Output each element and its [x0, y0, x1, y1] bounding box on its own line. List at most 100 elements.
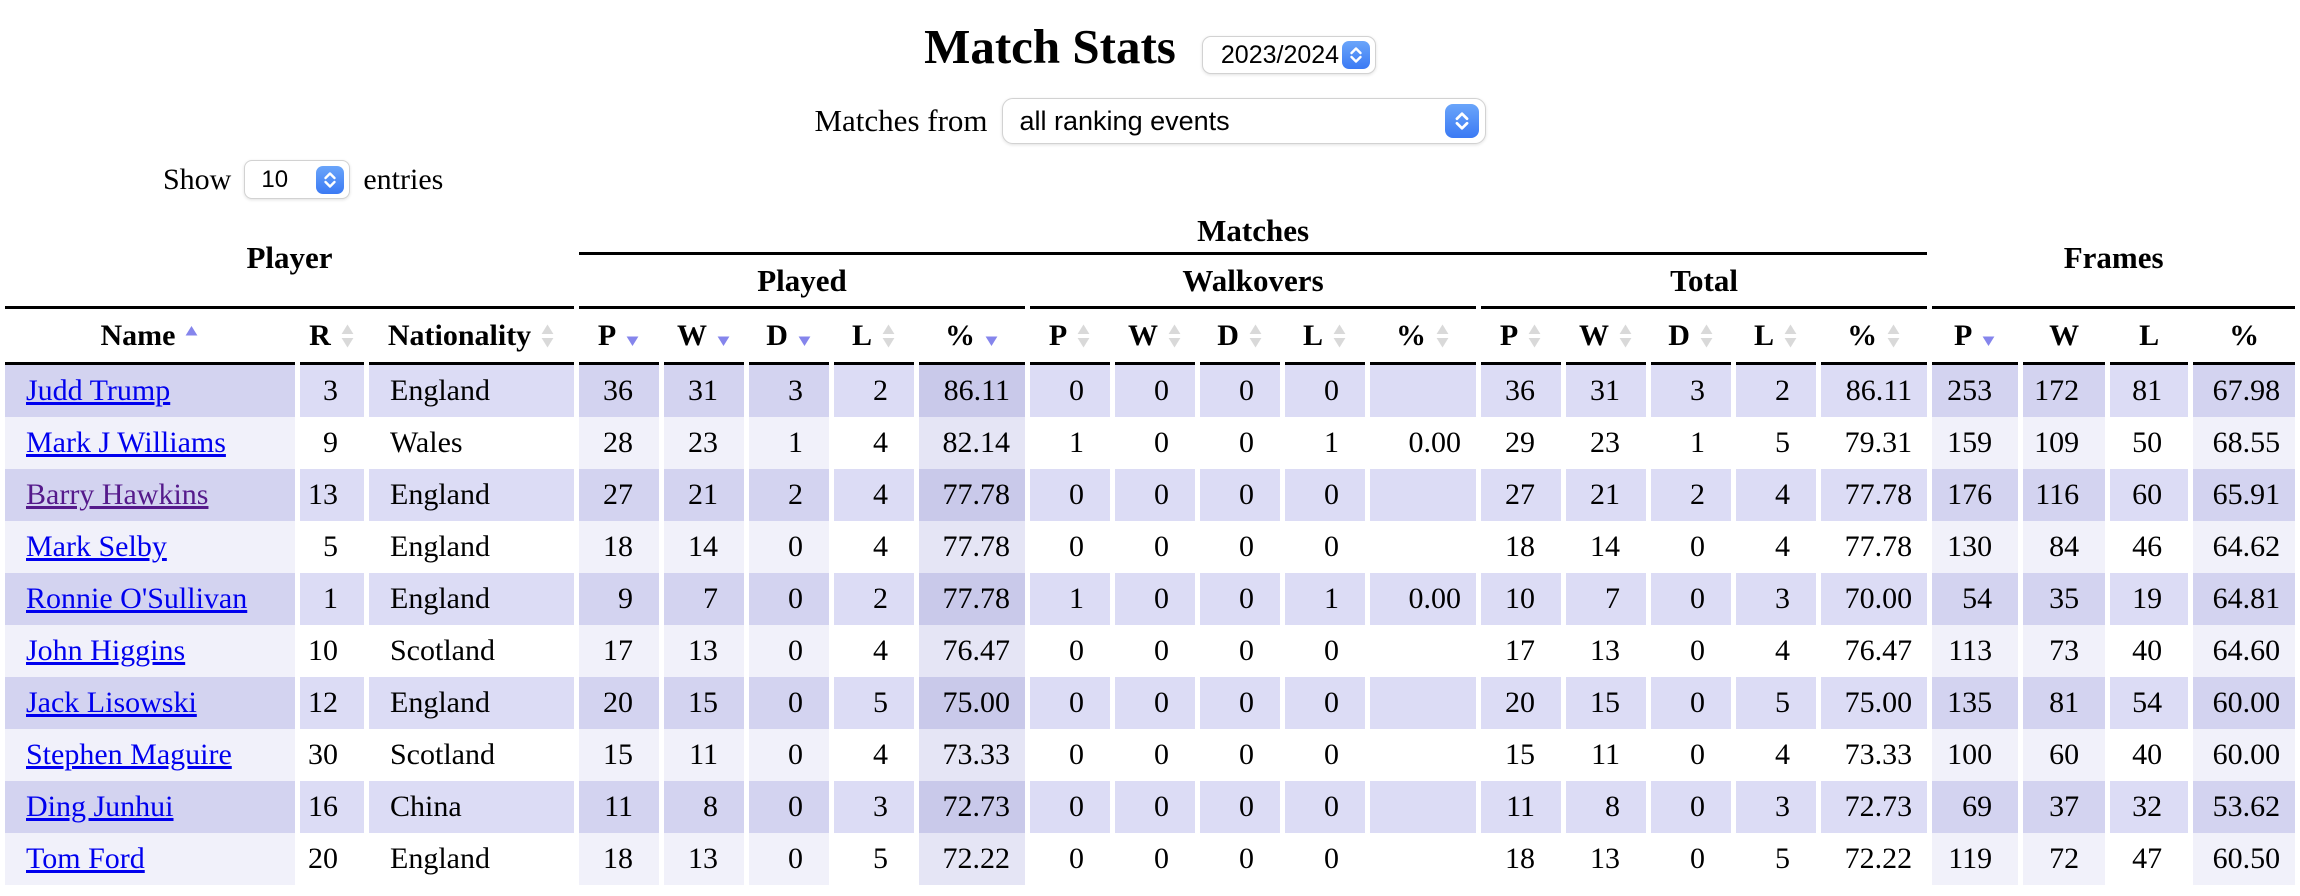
player-link[interactable]: John Higgins — [26, 634, 186, 667]
cell-wl: 0 — [1285, 781, 1366, 833]
sort-both-icon — [340, 322, 355, 350]
sort-desc-icon — [1981, 322, 1996, 350]
event-type-select-value: all ranking events — [1019, 105, 1230, 136]
cell-r: 5 — [300, 521, 364, 573]
cell-fpct: 60.50 — [2193, 833, 2296, 885]
cell-fl: 19 — [2110, 573, 2189, 625]
column-label: L — [852, 318, 873, 352]
cell-pp: 28 — [579, 417, 660, 469]
cell-nationality: Wales — [369, 417, 575, 469]
cell-wpct: 0.00 — [1370, 573, 1477, 625]
column-header-fp[interactable]: P — [1932, 309, 2019, 365]
cell-pd: 3 — [749, 365, 830, 417]
cell-ww: 0 — [1115, 365, 1196, 417]
column-label: R — [309, 318, 331, 352]
cell-ppct: 86.11 — [919, 365, 1026, 417]
sort-desc-icon — [984, 322, 999, 350]
cell-pp: 17 — [579, 625, 660, 677]
sort-both-icon — [1167, 322, 1182, 350]
column-label: P — [1953, 318, 1973, 352]
column-header-nationality[interactable]: Nationality — [369, 309, 575, 365]
column-header-pl[interactable]: L — [834, 309, 915, 365]
cell-fp: 159 — [1932, 417, 2019, 469]
cell-fpct: 67.98 — [2193, 365, 2296, 417]
chevron-up-down-icon — [316, 165, 345, 194]
cell-wp: 0 — [1030, 781, 1111, 833]
season-select[interactable]: 2023/2024 — [1201, 36, 1376, 74]
cell-tw: 7 — [1566, 573, 1647, 625]
cell-tl: 4 — [1736, 625, 1817, 677]
table-row: Tom Ford 20 England 18 13 0 5 72.22 0 0 0 0 18 13 0 5 72… — [5, 833, 2296, 885]
column-header-wp[interactable]: P — [1030, 309, 1111, 365]
column-header-tp[interactable]: P — [1481, 309, 1562, 365]
column-header-tl[interactable]: L — [1736, 309, 1817, 365]
sort-both-icon — [540, 322, 555, 350]
column-header-ppct[interactable]: % — [919, 309, 1026, 365]
column-header-wd[interactable]: D — [1200, 309, 1281, 365]
player-link[interactable]: Stephen Maguire — [26, 738, 232, 771]
table-row: Judd Trump 3 England 36 31 3 2 86.11 0 0 0 0 36 31 3 2 8… — [5, 365, 2296, 417]
cell-tp: 17 — [1481, 625, 1562, 677]
player-link[interactable]: Mark Selby — [26, 530, 167, 563]
cell-pl: 5 — [834, 833, 915, 885]
cell-fl: 47 — [2110, 833, 2189, 885]
column-header-tpct[interactable]: % — [1821, 309, 1928, 365]
season-select-value: 2023/2024 — [1220, 40, 1340, 69]
group-header-played: Played — [579, 255, 1026, 309]
column-label: Name — [100, 318, 176, 352]
column-header-wpct[interactable]: % — [1370, 309, 1477, 365]
column-header-pp[interactable]: P — [579, 309, 660, 365]
cell-pw: 7 — [664, 573, 745, 625]
column-label: D — [1668, 318, 1690, 352]
sort-both-icon — [1618, 322, 1633, 350]
column-header-name[interactable]: Name — [5, 309, 295, 365]
cell-fpct: 65.91 — [2193, 469, 2296, 521]
cell-r: 3 — [300, 365, 364, 417]
cell-wpct — [1370, 729, 1477, 781]
cell-fpct: 64.60 — [2193, 625, 2296, 677]
player-link[interactable]: Judd Trump — [26, 374, 171, 407]
cell-tw: 13 — [1566, 625, 1647, 677]
column-header-td[interactable]: D — [1651, 309, 1732, 365]
cell-nationality: England — [369, 833, 575, 885]
cell-name: Stephen Maguire — [5, 729, 295, 781]
cell-fw: 37 — [2023, 781, 2106, 833]
cell-pl: 4 — [834, 469, 915, 521]
event-type-select[interactable]: all ranking events — [1001, 98, 1486, 144]
show-entries-select[interactable]: 10 — [244, 160, 351, 199]
cell-pd: 0 — [749, 833, 830, 885]
matches-from-row: Matches from all ranking events — [0, 98, 2300, 144]
cell-wd: 0 — [1200, 677, 1281, 729]
column-label: W — [1128, 318, 1159, 352]
column-header-tw[interactable]: W — [1566, 309, 1647, 365]
player-link[interactable]: Ding Junhui — [26, 790, 174, 823]
column-label: D — [1217, 318, 1239, 352]
cell-r: 30 — [300, 729, 364, 781]
sort-both-icon — [1783, 322, 1798, 350]
cell-r: 1 — [300, 573, 364, 625]
column-label: W — [1579, 318, 1610, 352]
cell-ww: 0 — [1115, 469, 1196, 521]
cell-tpct: 79.31 — [1821, 417, 1928, 469]
player-link[interactable]: Ronnie O'Sullivan — [26, 582, 248, 615]
player-link[interactable]: Mark J Williams — [26, 426, 226, 459]
column-header-ww[interactable]: W — [1115, 309, 1196, 365]
cell-fl: 46 — [2110, 521, 2189, 573]
cell-tw: 8 — [1566, 781, 1647, 833]
column-header-wl[interactable]: L — [1285, 309, 1366, 365]
cell-wp: 0 — [1030, 833, 1111, 885]
sort-both-icon — [1886, 322, 1901, 350]
player-link[interactable]: Jack Lisowski — [26, 686, 197, 719]
cell-fw: 116 — [2023, 469, 2106, 521]
cell-name: Barry Hawkins — [5, 469, 295, 521]
cell-fp: 176 — [1932, 469, 2019, 521]
column-header-r[interactable]: R — [300, 309, 364, 365]
player-link[interactable]: Barry Hawkins — [26, 478, 209, 511]
cell-pd: 1 — [749, 417, 830, 469]
column-header-pd[interactable]: D — [749, 309, 830, 365]
cell-wl: 0 — [1285, 469, 1366, 521]
player-link[interactable]: Tom Ford — [26, 842, 145, 875]
cell-wp: 0 — [1030, 521, 1111, 573]
cell-wp: 0 — [1030, 729, 1111, 781]
column-header-pw[interactable]: W — [664, 309, 745, 365]
